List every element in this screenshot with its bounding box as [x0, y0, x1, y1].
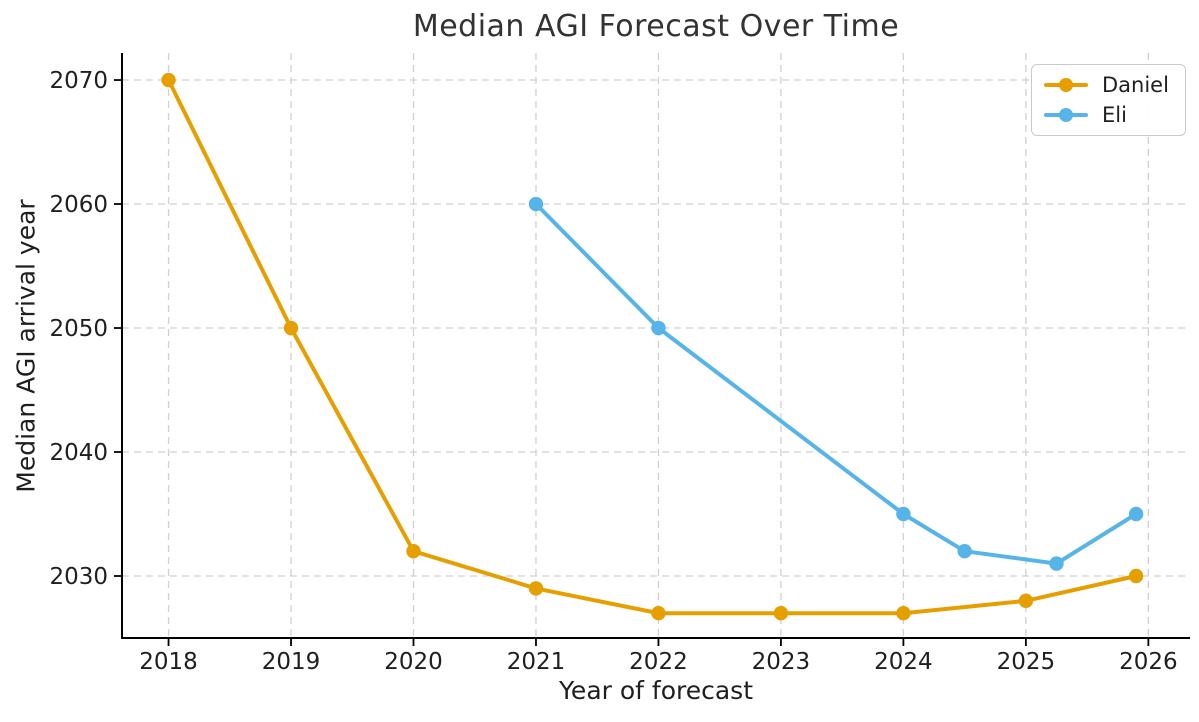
legend-line-marker-icon	[1044, 108, 1088, 122]
x-tick-label: 2021	[507, 649, 566, 675]
x-tick-label: 2020	[384, 649, 443, 675]
data-point-eli	[957, 544, 972, 559]
y-tick-label: 2060	[49, 192, 108, 218]
data-point-daniel	[896, 606, 911, 621]
legend-label-eli: Eli	[1102, 102, 1127, 127]
legend-entry-daniel: Daniel	[1043, 74, 1169, 96]
x-tick-label: 2019	[262, 649, 321, 675]
x-tick-label: 2023	[752, 649, 811, 675]
y-tick-label: 2030	[49, 564, 108, 590]
series-line-daniel	[166, 78, 1139, 616]
data-point-eli	[1049, 556, 1064, 571]
data-point-daniel	[161, 72, 176, 88]
data-point-daniel	[773, 606, 789, 621]
x-tick-label: 2026	[1119, 649, 1178, 675]
x-tick-label: 2018	[139, 649, 198, 675]
legend: Daniel Eli	[1031, 64, 1186, 136]
x-axis-label: Year of forecast	[558, 676, 754, 705]
x-tick-label: 2024	[874, 649, 933, 675]
data-point-eli	[896, 506, 911, 522]
legend-label-daniel: Daniel	[1102, 72, 1169, 97]
y-tick-label: 2050	[49, 316, 108, 342]
y-tick-label: 2070	[49, 68, 108, 94]
data-point-daniel	[406, 544, 421, 559]
y-tick-label: 2040	[49, 440, 108, 466]
chart-title: Median AGI Forecast Over Time	[412, 9, 900, 44]
data-point-daniel	[1018, 593, 1034, 609]
x-tick-label: 2022	[629, 649, 688, 675]
data-point-eli	[1128, 506, 1144, 522]
data-point-daniel	[1128, 568, 1144, 584]
legend-entry-eli: Eli	[1043, 104, 1169, 126]
legend-line-marker-icon	[1044, 78, 1088, 92]
data-point-daniel	[651, 606, 666, 621]
data-point-daniel	[283, 320, 299, 336]
data-point-eli	[528, 196, 544, 212]
x-tick-label: 2025	[997, 649, 1056, 675]
data-point-eli	[651, 320, 666, 336]
series-line-eli	[533, 202, 1139, 566]
data-point-daniel	[528, 581, 544, 596]
